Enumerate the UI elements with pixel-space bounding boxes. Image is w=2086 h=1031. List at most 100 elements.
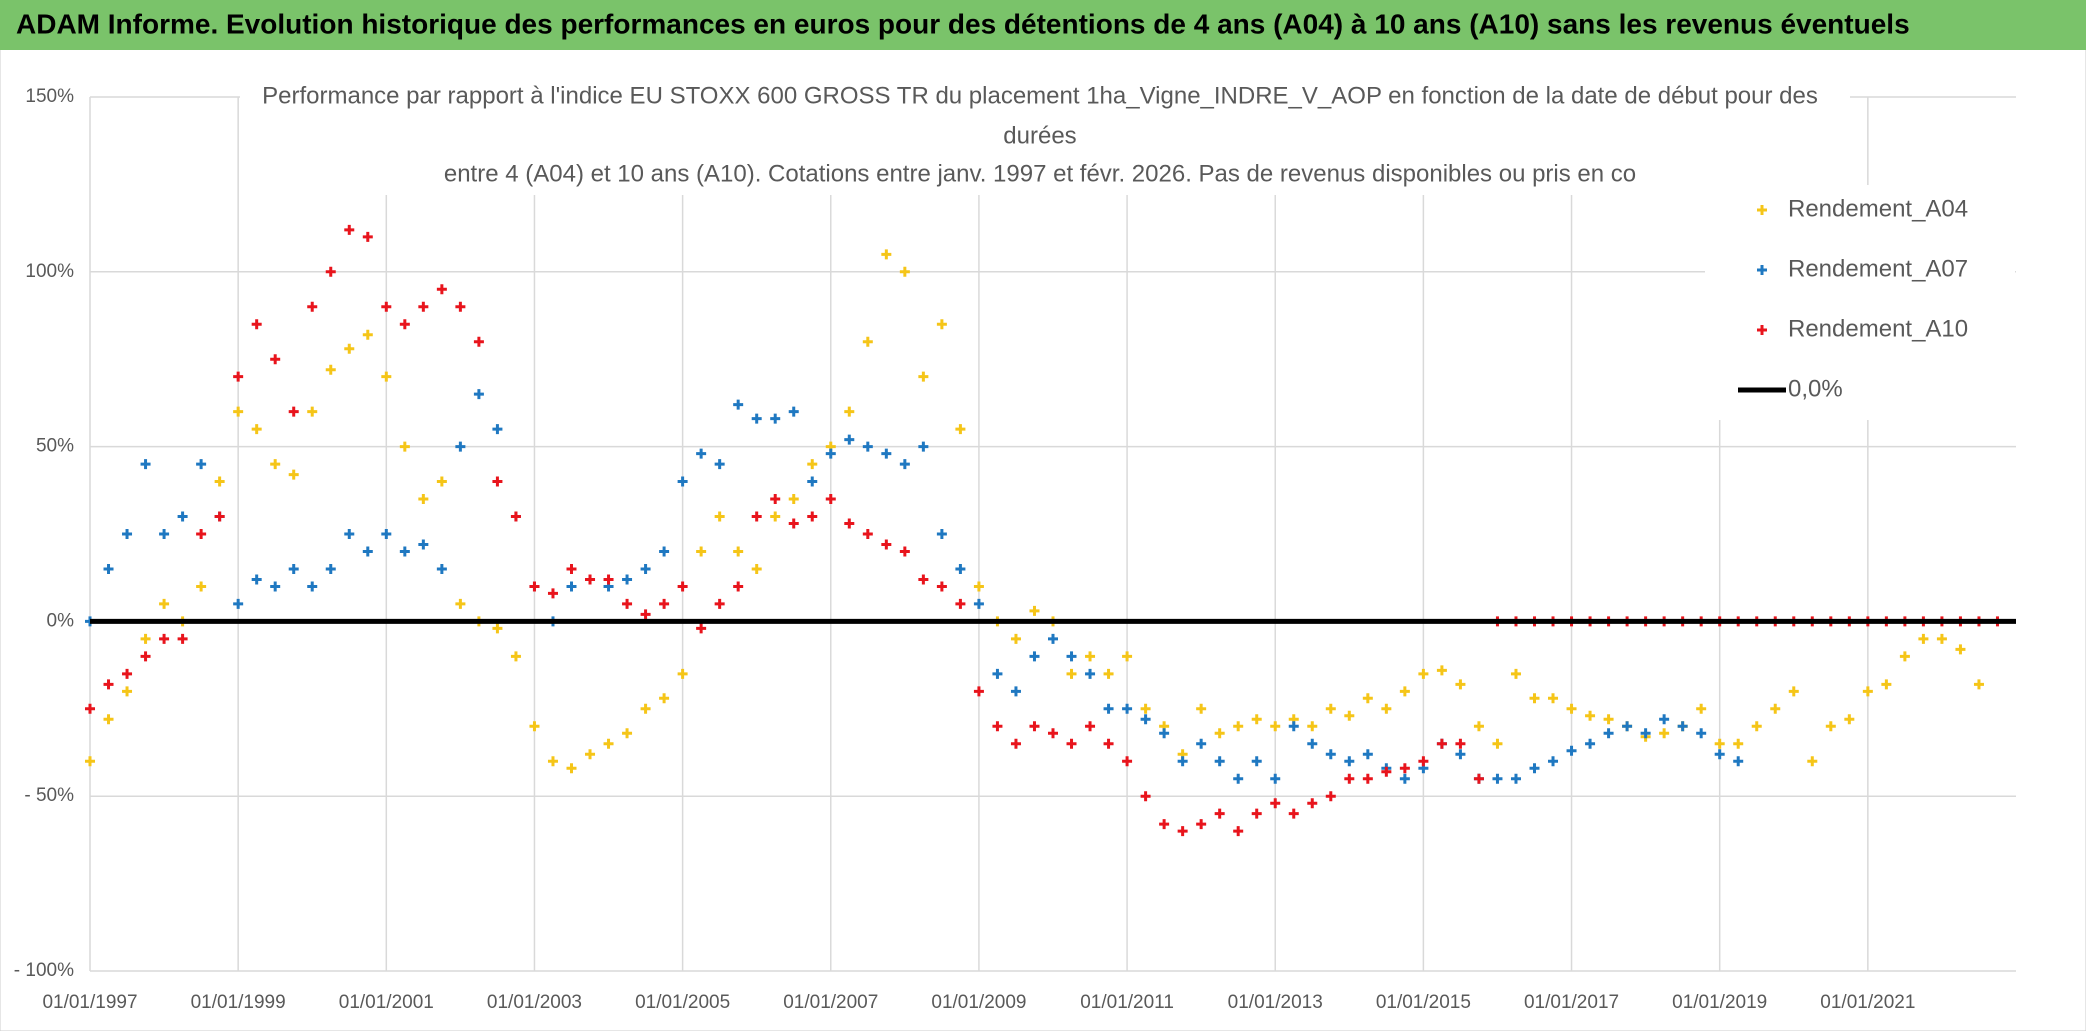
y-tick-label: - 50% [24, 785, 74, 806]
points [85, 224, 2016, 837]
data-point [1399, 773, 1410, 784]
data-point [1344, 773, 1355, 784]
y-tick-label: - 100% [14, 960, 74, 981]
y-tick-label: 50% [36, 436, 74, 457]
legend-bg [1705, 185, 2015, 420]
data-point [122, 529, 133, 539]
data-point [288, 563, 299, 574]
data-point [585, 574, 596, 585]
data-point [1603, 714, 1614, 725]
data-point [1473, 773, 1484, 784]
data-point [381, 301, 392, 312]
x-tick-label: 01/01/2021 [1820, 992, 1915, 1013]
y-tick-label: 0% [47, 610, 75, 631]
data-point [807, 459, 818, 470]
data-point [418, 539, 429, 550]
x-tick-label: 01/01/1999 [191, 992, 286, 1013]
data-point [1492, 773, 1503, 784]
data-point [1325, 749, 1336, 760]
data-point [1548, 756, 1559, 767]
data-point [214, 476, 225, 487]
data-point [1233, 773, 1244, 784]
data-point [270, 459, 281, 470]
x-tick-label: 01/01/2017 [1524, 992, 1619, 1013]
data-point [85, 703, 95, 714]
data-point [1548, 693, 1559, 704]
data-point [159, 598, 170, 609]
data-point [566, 763, 577, 774]
data-point [492, 476, 503, 487]
data-point [510, 511, 521, 522]
data-point [196, 459, 207, 470]
data-point [1066, 738, 1077, 749]
data-point [973, 581, 984, 592]
data-point [1344, 710, 1355, 721]
data-point [1362, 749, 1373, 760]
data-point [659, 546, 670, 557]
data-point [1325, 703, 1336, 714]
data-point [436, 563, 447, 574]
data-point [547, 588, 558, 599]
data-point [1399, 763, 1410, 774]
data-point [936, 529, 947, 539]
data-point [677, 668, 688, 679]
data-point [1159, 819, 1170, 830]
data-point [103, 679, 114, 690]
data-point [344, 224, 355, 235]
data-point [696, 623, 707, 634]
data-point [1899, 651, 1910, 662]
data-point [918, 441, 929, 452]
data-point [288, 406, 299, 417]
data-point [418, 301, 429, 312]
data-point [751, 563, 762, 574]
data-point [733, 581, 744, 592]
data-point [1122, 703, 1133, 714]
data-point [1529, 763, 1540, 774]
data-point [955, 598, 966, 609]
data-point [381, 529, 392, 539]
x-tick-label: 01/01/2011 [1080, 992, 1174, 1013]
data-point [677, 581, 688, 592]
x-tick-label: 01/01/2003 [487, 992, 582, 1013]
data-point [1048, 633, 1058, 644]
data-point [288, 469, 299, 480]
data-point [1177, 826, 1188, 837]
data-point [1103, 668, 1114, 679]
data-point [381, 371, 392, 382]
data-point [1381, 703, 1392, 714]
data-point [1862, 686, 1873, 697]
data-point [547, 756, 558, 767]
data-point [1085, 721, 1096, 732]
data-point [251, 319, 262, 330]
data-point [1085, 651, 1096, 662]
data-point [1066, 668, 1077, 679]
data-point [714, 511, 725, 522]
data-point [399, 441, 410, 452]
data-point [899, 459, 910, 470]
data-point [1066, 651, 1077, 662]
data-point [973, 598, 984, 609]
data-point [159, 529, 170, 539]
data-point [1881, 679, 1892, 690]
data-point [1677, 721, 1688, 732]
data-point [1233, 721, 1244, 732]
data-point [1473, 721, 1484, 732]
data-point [881, 448, 892, 459]
data-point [455, 598, 466, 609]
legend-marker [1757, 325, 1767, 335]
data-point [307, 406, 318, 417]
data-point [1733, 738, 1744, 749]
data-point [714, 459, 725, 470]
data-point [1529, 693, 1540, 704]
data-point [1307, 738, 1318, 749]
data-point [1159, 728, 1170, 739]
data-point [1085, 668, 1096, 679]
data-point [788, 406, 799, 417]
data-point [1270, 721, 1281, 732]
data-point [251, 574, 262, 585]
data-point [436, 476, 447, 487]
data-point [1603, 728, 1614, 739]
data-point [140, 459, 151, 470]
data-point [103, 563, 114, 574]
